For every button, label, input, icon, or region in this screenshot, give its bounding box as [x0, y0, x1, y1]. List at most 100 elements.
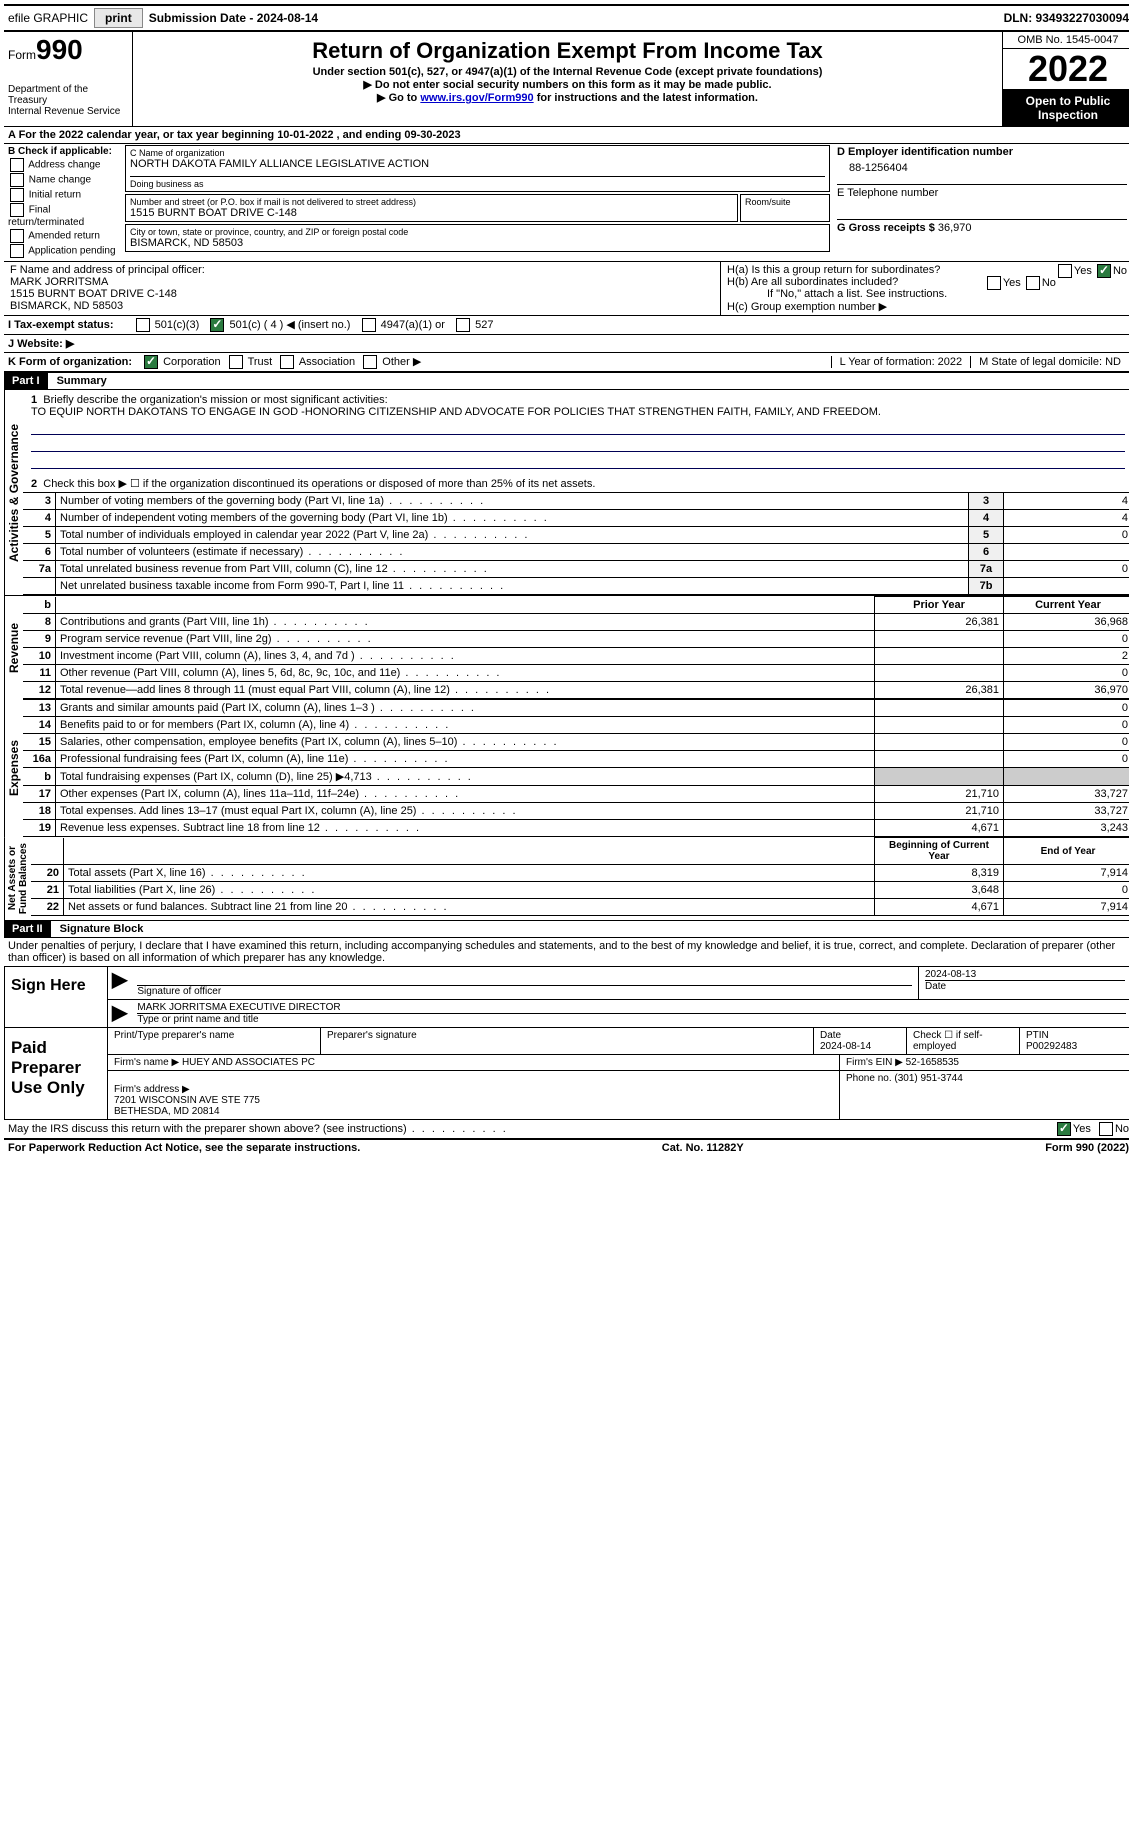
checkbox-item: Address change — [8, 158, 120, 172]
q2: Check this box ▶ ☐ if the organization d… — [43, 478, 595, 490]
prep-date: 2024-08-14 — [820, 1041, 871, 1052]
officer-name: MARK JORRITSMA — [10, 276, 714, 288]
discuss-row: May the IRS discuss this return with the… — [4, 1120, 1129, 1139]
trust-checkbox[interactable] — [229, 355, 243, 369]
ptin-label: PTIN — [1026, 1030, 1049, 1041]
table-row: 6Total number of volunteers (estimate if… — [23, 544, 1129, 561]
firm-addr-label: Firm's address ▶ — [114, 1084, 190, 1095]
501c3-checkbox[interactable] — [136, 318, 150, 332]
b-checkbox[interactable] — [10, 203, 24, 217]
arrow-icon: ▶ — [108, 967, 131, 999]
row-a: A For the 2022 calendar year, or tax yea… — [4, 127, 1129, 144]
4947-checkbox[interactable] — [362, 318, 376, 332]
b-checkbox[interactable] — [10, 173, 24, 187]
table-row: 21Total liabilities (Part X, line 26)3,6… — [31, 882, 1129, 899]
other-checkbox[interactable] — [363, 355, 377, 369]
ha-no-checkbox[interactable] — [1097, 264, 1111, 278]
activities-governance-block: Activities & Governance 1 Briefly descri… — [4, 390, 1129, 595]
org-name: NORTH DAKOTA FAMILY ALLIANCE LEGISLATIVE… — [130, 158, 825, 170]
part2-header: Part II Signature Block — [4, 920, 1129, 938]
corp-checkbox[interactable] — [144, 355, 158, 369]
prep-sig-label: Preparer's signature — [327, 1030, 417, 1041]
irs-link[interactable]: www.irs.gov/Form990 — [420, 92, 533, 104]
revenue-block: Revenue b Prior Year Current Year 8Contr… — [4, 595, 1129, 699]
note-2: ▶ Go to www.irs.gov/Form990 for instruct… — [137, 91, 998, 104]
table-row: 4Number of independent voting members of… — [23, 510, 1129, 527]
b-checkbox[interactable] — [10, 158, 24, 172]
table-row: 19Revenue less expenses. Subtract line 1… — [23, 820, 1129, 837]
open-to-public: Open to Public Inspection — [1003, 90, 1129, 126]
form-title: Return of Organization Exempt From Incom… — [137, 38, 998, 64]
ag-table: 3Number of voting members of the governi… — [23, 492, 1129, 595]
tel-label: E Telephone number — [837, 187, 938, 199]
ein-label: D Employer identification number — [837, 146, 1013, 158]
efile-label: efile GRAPHIC — [8, 11, 88, 25]
hb-note: If "No," attach a list. See instructions… — [727, 288, 1127, 300]
hb-yes-checkbox[interactable] — [987, 276, 1001, 290]
table-row: 10Investment income (Part VIII, column (… — [23, 648, 1129, 665]
name-label: C Name of organization — [130, 148, 825, 158]
b-checkbox[interactable] — [10, 244, 24, 258]
note-1: ▶ Do not enter social security numbers o… — [137, 78, 998, 91]
l-year: L Year of formation: 2022 — [831, 356, 971, 368]
footer: For Paperwork Reduction Act Notice, see … — [4, 1139, 1129, 1156]
phone-label: Phone no. — [846, 1073, 892, 1084]
netassets-tab: Net Assets orFund Balances — [4, 837, 31, 920]
footer-right: Form 990 (2022) — [1045, 1142, 1129, 1154]
self-emp: Check ☐ if self-employed — [907, 1028, 1020, 1054]
table-row: 9Program service revenue (Part VIII, lin… — [23, 631, 1129, 648]
b-checkbox[interactable] — [10, 229, 24, 243]
table-row: 3Number of voting members of the governi… — [23, 493, 1129, 510]
section-fhg: F Name and address of principal officer:… — [4, 262, 1129, 316]
footer-left: For Paperwork Reduction Act Notice, see … — [8, 1142, 360, 1154]
hb-no-checkbox[interactable] — [1026, 276, 1040, 290]
table-row: Net unrelated business taxable income fr… — [23, 578, 1129, 595]
sign-here-block: Sign Here ▶ Signature of officer 2024-08… — [4, 966, 1129, 1028]
officer-addr1: 1515 BURNT BOAT DRIVE C-148 — [10, 288, 714, 300]
col-b: B Check if applicable: Address change Na… — [4, 144, 124, 261]
form-header: Form990 Department of the Treasury Inter… — [4, 32, 1129, 127]
part1-header: Part I Summary — [4, 372, 1129, 390]
paid-label: Paid Preparer Use Only — [5, 1028, 108, 1119]
table-row: 17Other expenses (Part IX, column (A), l… — [23, 786, 1129, 803]
row-i: I Tax-exempt status: 501(c)(3) 501(c) ( … — [4, 316, 1129, 335]
discuss-no-checkbox[interactable] — [1099, 1122, 1113, 1136]
printed-label: Type or print name and title — [137, 1014, 258, 1025]
print-button[interactable]: print — [94, 8, 143, 28]
table-row: 14Benefits paid to or for members (Part … — [23, 717, 1129, 734]
section-bcd: B Check if applicable: Address change Na… — [4, 144, 1129, 262]
table-row: 22Net assets or fund balances. Subtract … — [31, 899, 1129, 916]
submission-date: Submission Date - 2024-08-14 — [149, 11, 318, 25]
street: 1515 BURNT BOAT DRIVE C-148 — [130, 207, 733, 219]
b-checkbox[interactable] — [10, 188, 24, 202]
hc: H(c) Group exemption number ▶ — [727, 300, 1127, 313]
phone: (301) 951-3744 — [894, 1073, 962, 1084]
checkbox-item: Application pending — [8, 244, 120, 258]
527-checkbox[interactable] — [456, 318, 470, 332]
table-row: 5Total number of individuals employed in… — [23, 527, 1129, 544]
table-row: 12Total revenue—add lines 8 through 11 (… — [23, 682, 1129, 699]
table-row: 15Salaries, other compensation, employee… — [23, 734, 1129, 751]
row-j: J Website: ▶ — [4, 335, 1129, 353]
firm-addr: 7201 WISCONSIN AVE STE 775 BETHESDA, MD … — [114, 1095, 260, 1117]
table-row: 8Contributions and grants (Part VIII, li… — [23, 614, 1129, 631]
table-row: bTotal fundraising expenses (Part IX, co… — [23, 768, 1129, 786]
street-label: Number and street (or P.O. box if mail i… — [130, 197, 733, 207]
sign-here-label: Sign Here — [5, 967, 108, 1027]
checkbox-item: Final return/terminated — [8, 203, 120, 228]
assoc-checkbox[interactable] — [280, 355, 294, 369]
ha-yes-checkbox[interactable] — [1058, 264, 1072, 278]
ptin: P00292483 — [1026, 1041, 1077, 1052]
officer-addr2: BISMARCK, ND 58503 — [10, 300, 714, 312]
m-state: M State of legal domicile: ND — [970, 356, 1129, 368]
gross-receipts: 36,970 — [938, 222, 972, 234]
netassets-table: Beginning of Current Year End of Year 20… — [31, 837, 1129, 916]
dba-label: Doing business as — [130, 176, 825, 189]
revenue-table: b Prior Year Current Year 8Contributions… — [23, 596, 1129, 699]
firm-ein: 52-1658535 — [906, 1057, 959, 1068]
expenses-table: 13Grants and similar amounts paid (Part … — [23, 699, 1129, 837]
checkbox-item: Amended return — [8, 229, 120, 243]
discuss-yes-checkbox[interactable] — [1057, 1122, 1071, 1136]
sig-date: 2024-08-13 — [925, 969, 1125, 980]
501c-checkbox[interactable] — [210, 318, 224, 332]
